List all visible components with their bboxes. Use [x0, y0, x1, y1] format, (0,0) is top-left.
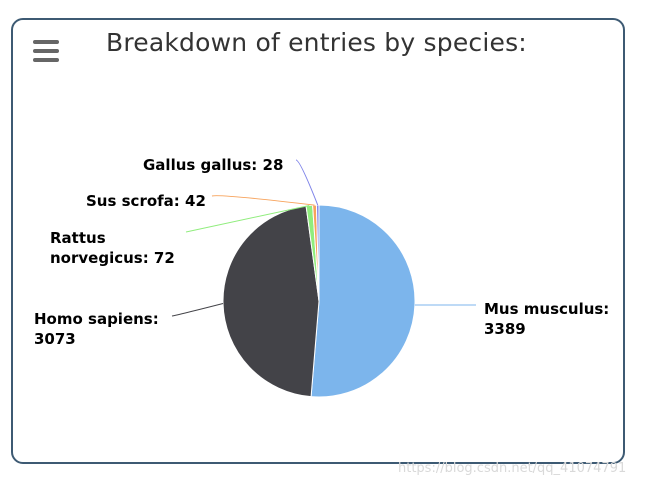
hamburger-menu-icon[interactable]	[33, 40, 59, 62]
pie-slices	[222, 204, 416, 398]
data-label-rattus-norvegicus: Rattus norvegicus: 72	[50, 229, 175, 267]
data-labels: Mus musculus: 3389 Homo sapiens: 3073 Rattus…	[34, 156, 609, 348]
data-label-line: 3073	[34, 330, 76, 348]
connector-gallus-gallus	[295, 159, 319, 206]
connector-homo-sapiens	[171, 303, 224, 317]
pie-slice-homo-sapiens[interactable]	[222, 205, 320, 398]
data-label-line: norvegicus: 72	[50, 249, 175, 267]
data-label-line: Homo sapiens:	[34, 310, 159, 328]
connector-sus-scrofa	[211, 195, 315, 206]
data-label-line: Sus scrofa: 42	[86, 192, 206, 210]
data-label-homo-sapiens: Homo sapiens: 3073	[34, 310, 159, 348]
connector-rattus-norvegicus	[185, 205, 310, 233]
pie-slice-mus-musculus[interactable]	[310, 204, 416, 398]
watermark: https://blog.csdn.net/qq_41074791	[398, 461, 627, 476]
data-label-line: 3389	[484, 320, 526, 338]
data-label-line: Gallus gallus: 28	[143, 156, 283, 174]
data-label-line: Mus musculus:	[484, 300, 609, 318]
label-connectors	[171, 159, 477, 317]
data-label-mus-musculus: Mus musculus: 3389	[484, 300, 609, 338]
chart-title: Breakdown of entries by species:	[106, 28, 527, 57]
data-label-sus-scrofa: Sus scrofa: 42	[86, 192, 206, 210]
data-label-line: Rattus	[50, 229, 106, 247]
data-label-gallus-gallus: Gallus gallus: 28	[143, 156, 283, 174]
